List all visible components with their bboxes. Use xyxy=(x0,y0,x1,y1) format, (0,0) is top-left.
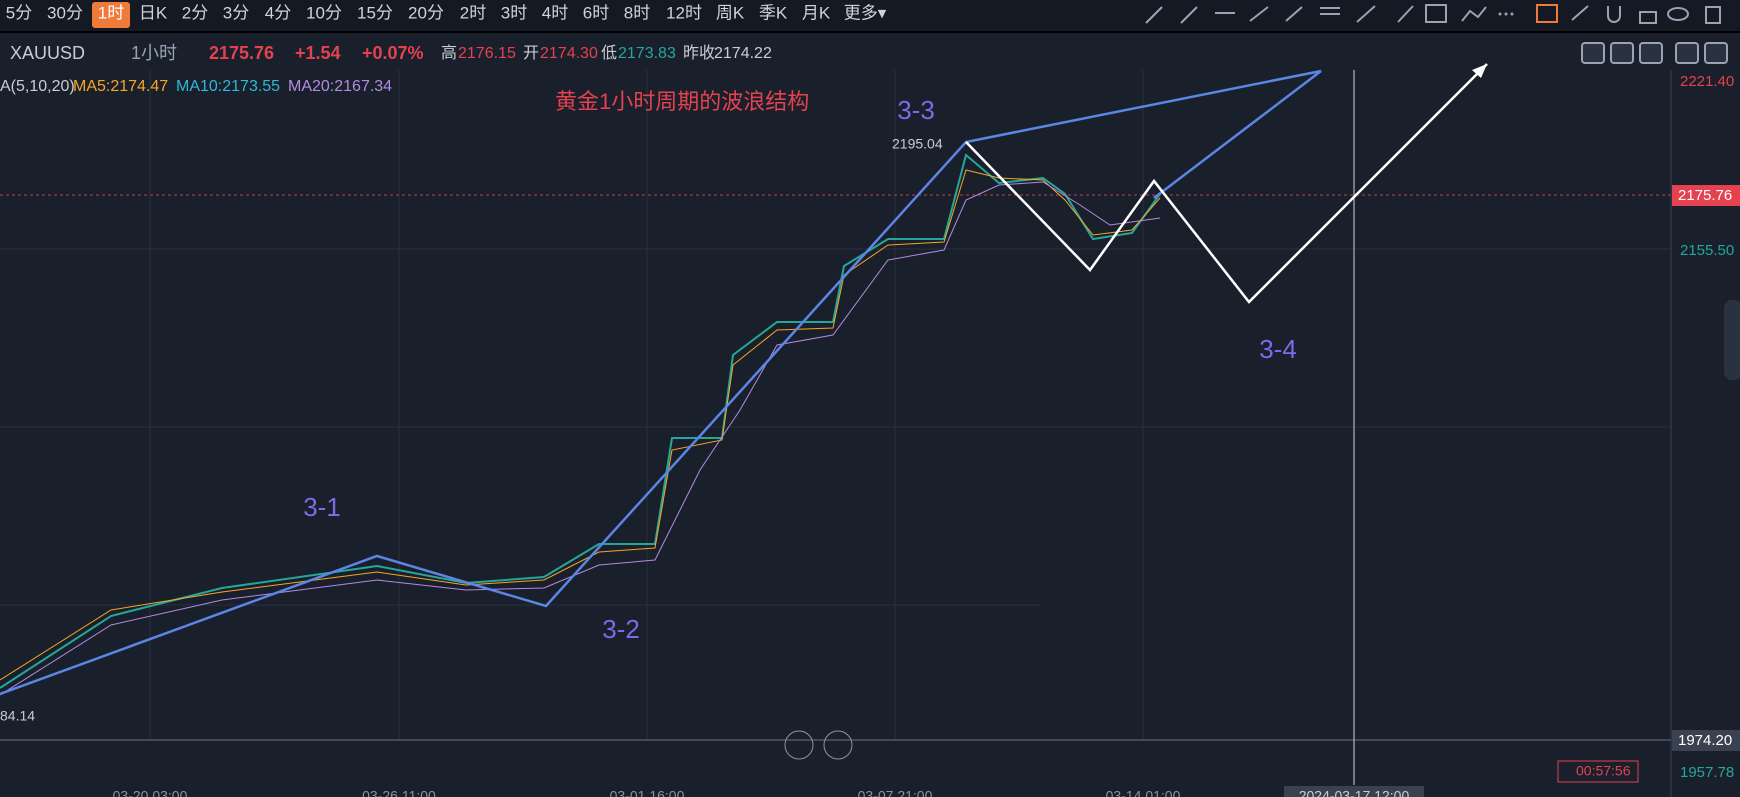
crosshair-time-tag xyxy=(1284,786,1424,797)
period: 1小时 xyxy=(131,43,177,63)
wave-label: 3-1 xyxy=(303,492,341,522)
high-label: 高 xyxy=(441,44,457,62)
time-axis-label: 03-26 11:00 xyxy=(362,788,436,797)
wave-label: 3-3 xyxy=(897,95,935,125)
more-dot xyxy=(1510,12,1514,16)
interval-button[interactable]: 月K xyxy=(802,3,831,22)
wave-label: 3-2 xyxy=(602,614,640,644)
price-axis-label: 2175.76 xyxy=(1678,187,1732,204)
more-dot xyxy=(1498,12,1502,16)
more-dot xyxy=(1504,12,1508,16)
peak-price: 2195.04 xyxy=(892,136,943,152)
scroll-left-button[interactable] xyxy=(784,730,814,760)
interval-button[interactable]: 2分 xyxy=(182,3,208,22)
price: 2175.76 xyxy=(209,43,274,63)
interval-button[interactable]: 8时 xyxy=(624,3,650,22)
countdown-box xyxy=(1557,760,1639,783)
interval-button[interactable]: 4分 xyxy=(265,3,291,22)
interval-button[interactable]: 6时 xyxy=(583,3,609,22)
scroll-right-button[interactable] xyxy=(823,730,853,760)
wave-label: 3-4 xyxy=(1259,334,1297,364)
wave-line-blue xyxy=(1153,70,1322,199)
change: +1.54 xyxy=(295,43,341,63)
prev-close: 2174.22 xyxy=(714,45,772,62)
ma-group: A(5,10,20) xyxy=(0,78,75,95)
high: 2176.15 xyxy=(458,45,516,62)
grid xyxy=(0,70,1671,740)
time-axis-label: 03-01 16:00 xyxy=(610,788,685,797)
low-label: 低 xyxy=(601,44,617,62)
ma5: MA5:2174.47 xyxy=(73,78,168,95)
wave-line-blue xyxy=(0,69,1322,696)
open-label: 开 xyxy=(523,45,539,62)
low: 2173.83 xyxy=(618,45,676,62)
price-axis-label: 2221.40 xyxy=(1680,73,1734,90)
price-path xyxy=(0,153,1161,689)
interval-button[interactable]: 季K xyxy=(759,3,788,22)
change-percent: +0.07% xyxy=(362,43,424,63)
price-axis-label: 1974.20 xyxy=(1678,732,1732,749)
interval-button[interactable]: 15分 xyxy=(357,3,393,22)
price-axis-label: 1957.78 xyxy=(1680,764,1734,781)
ma10: MA10:2173.55 xyxy=(176,78,280,95)
interval-button[interactable]: 20分 xyxy=(408,3,444,22)
interval-button[interactable]: 12时 xyxy=(666,3,702,22)
interval-button[interactable]: 4时 xyxy=(542,3,568,22)
interval-button[interactable]: 更多▾ xyxy=(844,3,887,22)
time-axis-label: 03-20 03:00 xyxy=(113,788,188,797)
side-panel-toggle[interactable] xyxy=(1724,300,1740,380)
symbol-name: XAUUSD xyxy=(10,43,85,63)
time-axis-label: 03-14 01:00 xyxy=(1106,788,1181,797)
annotation-title: 黄金1小时周期的波浪结构 xyxy=(555,89,809,114)
low-price: 84.14 xyxy=(0,708,35,724)
header-icons xyxy=(1145,4,1728,64)
crosshair-price-tag xyxy=(1672,730,1740,751)
ma20: MA20:2167.34 xyxy=(288,78,392,95)
interval-button[interactable]: 10分 xyxy=(306,3,342,22)
active-interval-bg xyxy=(92,2,130,28)
interval-button[interactable]: 3时 xyxy=(501,3,527,22)
price-axis-label: 2155.50 xyxy=(1680,242,1734,259)
prev-close-label: 昨收 xyxy=(683,44,715,62)
open: 2174.30 xyxy=(540,45,598,62)
interval-button[interactable]: 日K xyxy=(139,3,168,22)
interval-button[interactable]: 周K xyxy=(716,3,745,22)
wave-line-white xyxy=(965,63,1488,304)
interval-button[interactable]: 3分 xyxy=(223,3,249,22)
time-axis-label: 03-07 21:00 xyxy=(858,788,933,797)
crosshair-time: 2024-03-17 12:00 xyxy=(1299,788,1410,797)
countdown: 00:57:56 xyxy=(1576,763,1631,779)
arrow-head xyxy=(1472,64,1487,78)
interval-button[interactable]: 30分 xyxy=(47,3,83,22)
toolbar xyxy=(0,0,1740,31)
ma20-line xyxy=(0,181,1161,696)
interval-button[interactable]: 5分 xyxy=(6,3,32,22)
current-price-tag xyxy=(1672,185,1740,206)
interval-button[interactable]: 1时 xyxy=(98,3,124,22)
interval-button[interactable]: 2时 xyxy=(460,3,486,22)
